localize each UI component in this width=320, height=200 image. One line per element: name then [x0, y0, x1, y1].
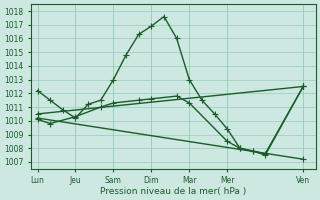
X-axis label: Pression niveau de la mer( hPa ): Pression niveau de la mer( hPa ): [100, 187, 247, 196]
